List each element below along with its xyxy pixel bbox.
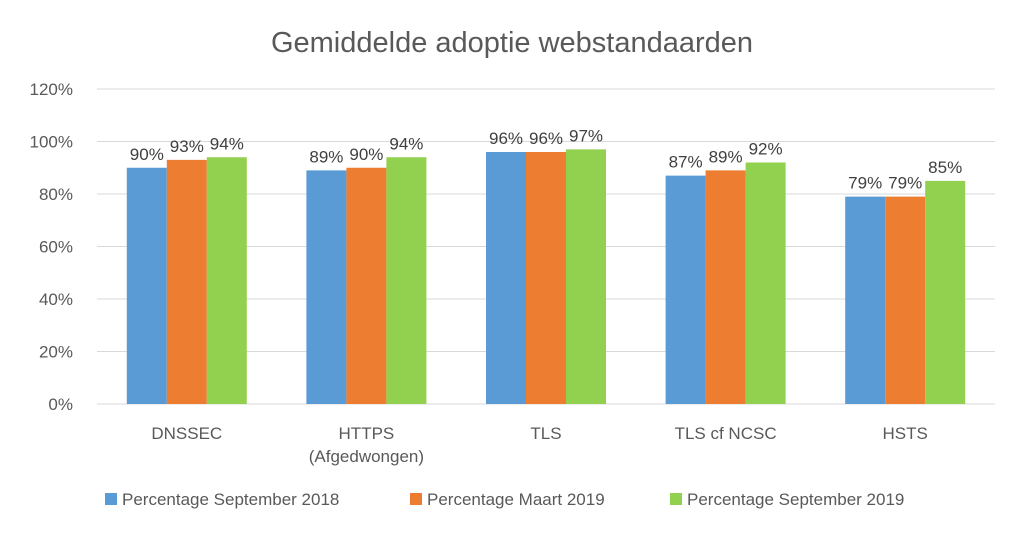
bar — [665, 175, 706, 404]
y-tick-label: 80% — [39, 185, 73, 204]
legend: Percentage September 2018 Percentage Maar… — [105, 490, 904, 509]
bar-value-label: 79% — [848, 174, 882, 193]
y-axis-ticks: 0% 20% 40% 60% 80% 100% 120% — [30, 80, 73, 414]
bar-value-label: 89% — [309, 147, 343, 166]
x-axis-categories: DNSSEC HTTPS (Afgedwongen) TLS TLS cf NCSC HS… — [151, 424, 928, 466]
x-category-label: HTTPS (Afgedwongen) — [309, 424, 424, 466]
x-category-label: HSTS — [883, 424, 928, 443]
bar — [386, 157, 427, 404]
bar — [346, 167, 387, 404]
y-tick-label: 20% — [39, 343, 73, 362]
bar — [745, 162, 786, 404]
bar — [306, 170, 347, 404]
bar-value-label: 90% — [130, 145, 164, 164]
bar-value-label: 96% — [529, 129, 563, 148]
bar — [126, 167, 167, 404]
bar — [486, 152, 526, 404]
bar-value-label: 85% — [928, 158, 962, 177]
bar-value-label: 94% — [210, 134, 244, 153]
legend-label: Percentage Maart 2019 — [427, 490, 605, 509]
bar-value-label: 90% — [349, 145, 383, 164]
y-tick-label: 100% — [30, 133, 73, 152]
bar — [206, 157, 247, 404]
bar — [526, 152, 566, 404]
y-tick-label: 40% — [39, 290, 73, 309]
y-tick-label: 0% — [48, 395, 73, 414]
bar-value-label: 79% — [888, 174, 922, 193]
chart-title: Gemiddelde adoptie webstandaarden — [271, 27, 753, 59]
y-tick-label: 120% — [30, 80, 73, 99]
bar — [705, 170, 746, 404]
bar — [566, 149, 606, 404]
bar-value-label: 96% — [489, 129, 523, 148]
legend-swatch — [670, 493, 682, 505]
legend-label: Percentage September 2019 — [687, 490, 904, 509]
bar-value-label: 92% — [749, 140, 783, 159]
bar — [925, 180, 966, 404]
bar-value-label: 87% — [669, 153, 703, 172]
bar-value-label: 97% — [569, 126, 603, 145]
legend-swatch — [410, 493, 422, 505]
bar-value-label: 94% — [389, 134, 423, 153]
data-labels: 90% 93% 94% 89% 90% 94% 96% 96% 97% 87% 89% 92% 79% 7… — [130, 126, 962, 192]
legend-swatch — [105, 493, 117, 505]
bar — [845, 196, 886, 404]
bar — [885, 196, 926, 404]
bar-value-label: 93% — [170, 137, 204, 156]
bars — [126, 149, 966, 404]
x-category-label: TLS — [530, 424, 561, 443]
x-category-label: TLS cf NCSC — [675, 424, 777, 443]
legend-label: Percentage September 2018 — [122, 490, 339, 509]
x-category-label: DNSSEC — [151, 424, 222, 443]
bar-value-label: 89% — [709, 147, 743, 166]
y-tick-label: 60% — [39, 238, 73, 257]
bar — [166, 159, 207, 404]
